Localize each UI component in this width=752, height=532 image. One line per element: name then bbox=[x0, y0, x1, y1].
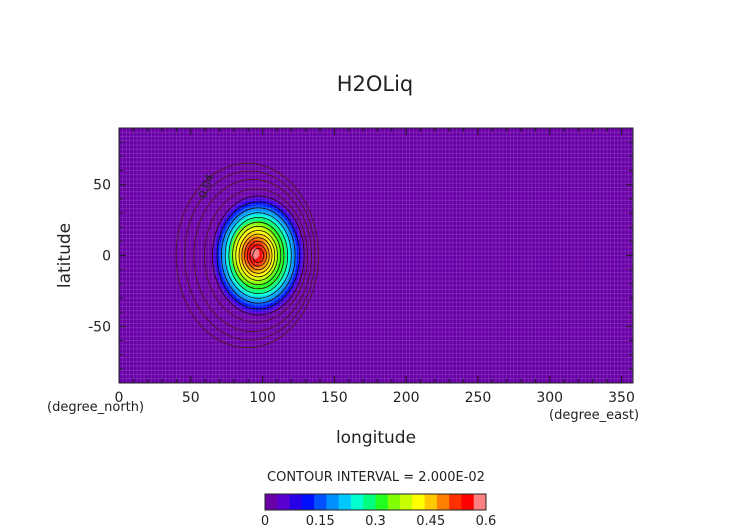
colorbar-swatch bbox=[400, 494, 413, 510]
colorbar-swatch bbox=[338, 494, 352, 510]
colorbar-swatch bbox=[363, 494, 376, 510]
y-tick-label: 50 bbox=[93, 178, 111, 194]
x-tick-label: 0 bbox=[115, 390, 124, 406]
colorbar-swatch bbox=[277, 494, 290, 510]
contour-line-15 bbox=[249, 244, 267, 267]
colorbar-tick-label: 0.3 bbox=[365, 514, 386, 529]
contour-line-5 bbox=[216, 201, 300, 310]
contour-lines bbox=[175, 162, 319, 349]
x-axis-unit: (degree_east) bbox=[549, 408, 639, 423]
contour-line-6 bbox=[221, 207, 296, 304]
grid bbox=[118, 127, 633, 384]
colorbar-swatch bbox=[387, 494, 401, 510]
x-tick-label: 300 bbox=[536, 390, 563, 406]
x-tick-label: 200 bbox=[393, 390, 420, 406]
colorbar-tick-label: 0.45 bbox=[416, 514, 445, 529]
x-axis-label: longitude bbox=[336, 428, 416, 448]
colorbar-tick-label: 0.6 bbox=[476, 514, 497, 529]
contour-line-8 bbox=[228, 216, 289, 294]
y-tick-label: -50 bbox=[88, 319, 111, 335]
colorbar-swatch bbox=[375, 494, 389, 510]
x-tick-label: 250 bbox=[465, 390, 492, 406]
contour-interval-text: CONTOUR INTERVAL = 2.000E-02 bbox=[267, 470, 485, 485]
contour-line-7 bbox=[224, 212, 292, 299]
x-axis-ticks: 0 50 100 150 200 250 300 350 bbox=[115, 128, 635, 406]
colorbar-swatch bbox=[424, 494, 438, 510]
contour-line-0 bbox=[175, 162, 319, 349]
contour-line-12 bbox=[241, 233, 276, 278]
y-axis-label: latitude bbox=[55, 223, 75, 288]
contour-line-3 bbox=[203, 188, 308, 323]
colorbar-swatch bbox=[350, 494, 364, 510]
colorbar-swatch bbox=[461, 494, 475, 510]
contour-line-13 bbox=[244, 237, 273, 274]
field-level-17 bbox=[251, 248, 260, 259]
colorbar-swatch bbox=[436, 494, 450, 510]
contour-line-10 bbox=[235, 225, 282, 286]
colorbar-swatch bbox=[412, 494, 426, 510]
colorbar-swatch bbox=[289, 494, 303, 510]
y-axis-unit: (degree_north) bbox=[47, 400, 144, 415]
contour-line-14 bbox=[246, 240, 270, 271]
contour-line-16 bbox=[252, 247, 265, 263]
colorbar-swatch bbox=[449, 494, 462, 510]
x-tick-label: 150 bbox=[321, 390, 348, 406]
y-axis-ticks: -50 0 50 bbox=[88, 127, 633, 384]
colorbar-swatch bbox=[326, 494, 340, 510]
colorbar-swatch bbox=[301, 494, 315, 510]
contour-line-11 bbox=[238, 230, 278, 281]
y-tick-label: 0 bbox=[102, 249, 111, 265]
chart-title: H2OLiq bbox=[337, 72, 414, 96]
colorbar-swatch bbox=[314, 494, 327, 510]
x-tick-label: 50 bbox=[182, 390, 200, 406]
contour-line-4 bbox=[211, 195, 305, 316]
contour-line-2 bbox=[193, 178, 312, 333]
colorbar-tick-label: 0 bbox=[261, 514, 269, 529]
x-tick-label: 350 bbox=[608, 390, 635, 406]
contour-line-1 bbox=[184, 170, 316, 341]
colorbar: 0 0.15 0.3 0.45 0.6 bbox=[261, 493, 497, 529]
x-tick-label: 100 bbox=[249, 390, 276, 406]
colorbar-swatch bbox=[473, 494, 487, 510]
contour-line-9 bbox=[232, 221, 285, 290]
colorbar-tick-label: 0.15 bbox=[306, 514, 335, 529]
colorbar-frame bbox=[264, 493, 487, 511]
colorbar-swatch bbox=[265, 494, 278, 510]
